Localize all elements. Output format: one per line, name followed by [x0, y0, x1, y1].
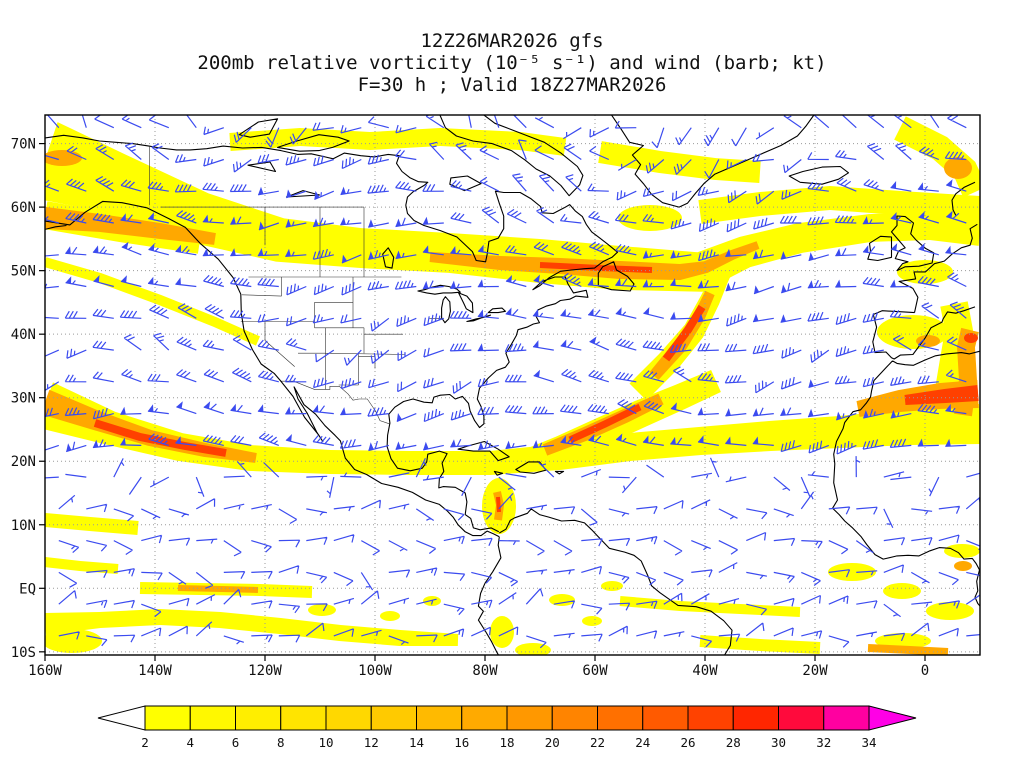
colorbar-tick-label: 18 — [499, 735, 514, 750]
colorbar-tick-label: 14 — [409, 735, 424, 750]
colorbar-tick-label: 4 — [186, 735, 194, 750]
colorbar-tick-label: 16 — [454, 735, 469, 750]
chart-title-line2: 200mb relative vorticity (10⁻⁵ s⁻¹) and … — [197, 52, 827, 74]
colorbar-segment — [370, 705, 417, 731]
colorbar-segment — [235, 705, 282, 731]
colorbar-segment — [778, 705, 825, 731]
wind-barbs — [45, 115, 980, 649]
colorbar-over-arrow — [868, 705, 917, 731]
colorbar-segment — [732, 705, 779, 731]
lon-label-100W: 100W — [358, 663, 392, 679]
lat-label-20N: 20N — [11, 454, 36, 470]
chart-titles: 12Z26MAR2026 gfs 200mb relative vorticit… — [0, 30, 1024, 96]
colorbar-segment — [416, 705, 463, 731]
colorbar-under-arrow — [97, 705, 146, 731]
axis-labels: 70N 60N 50N 40N 30N 20N 10N EQ 10S 160W 140W 120W 10… — [11, 137, 930, 679]
colorbar-segment — [506, 705, 553, 731]
map-border — [44, 114, 981, 656]
coastlines — [45, 115, 980, 655]
vorticity-shading-low — [45, 116, 980, 655]
colorbar-segment — [280, 705, 327, 731]
colorbar-segment — [642, 705, 689, 731]
lat-label-70N: 70N — [11, 137, 36, 153]
lon-label-0: 0 — [921, 663, 929, 679]
lat-label-50N: 50N — [11, 264, 36, 280]
colorbar-tick-label: 20 — [545, 735, 560, 750]
colorbar-tick-label: 10 — [318, 735, 333, 750]
lat-label-60N: 60N — [11, 200, 36, 216]
colorbar-segment — [687, 705, 734, 731]
colorbar-segment — [551, 705, 598, 731]
colorbar-segment — [597, 705, 644, 731]
colorbar-segment — [325, 705, 372, 731]
lat-label-30N: 30N — [11, 391, 36, 407]
colorbar-tick-label: 22 — [590, 735, 605, 750]
colorbar-tick-label: 12 — [364, 735, 379, 750]
colorbar-tick-label: 28 — [726, 735, 741, 750]
colorbar-segment — [144, 705, 191, 731]
lon-label-160W: 160W — [28, 663, 62, 679]
lat-label-10S: 10S — [11, 645, 36, 661]
colorbar-tick-label: 24 — [635, 735, 650, 750]
lat-label-40N: 40N — [11, 327, 36, 343]
chart-title-line3: F=30 h ; Valid 18Z27MAR2026 — [357, 74, 667, 96]
lon-label-120W: 120W — [248, 663, 282, 679]
lon-label-20W: 20W — [802, 663, 828, 679]
chart-title-line1: 12Z26MAR2026 gfs — [420, 30, 604, 52]
colorbar-tick-label: 6 — [232, 735, 240, 750]
vorticity-shading-high — [93, 262, 979, 513]
colorbar-tick-label: 2 — [141, 735, 149, 750]
lon-label-140W: 140W — [138, 663, 172, 679]
lat-label-EQ: EQ — [19, 581, 36, 597]
colorbar-tick-label: 30 — [771, 735, 786, 750]
colorbar: 2 4 6 8 10 12 14 16 18 20 22 24 26 28 30 32 34 — [97, 705, 917, 750]
colorbar-segment — [823, 705, 870, 731]
colorbar-tick-label: 32 — [816, 735, 831, 750]
colorbar-tick-label: 34 — [861, 735, 876, 750]
map-inner — [45, 115, 980, 655]
lon-label-60W: 60W — [582, 663, 608, 679]
lon-label-40W: 40W — [692, 663, 718, 679]
colorbar-tick-label: 8 — [277, 735, 285, 750]
colorbar-segment — [189, 705, 236, 731]
colorbar-segment — [461, 705, 508, 731]
lon-label-80W: 80W — [472, 663, 498, 679]
colorbar-tick-label: 26 — [680, 735, 695, 750]
lat-label-10N: 10N — [11, 518, 36, 534]
